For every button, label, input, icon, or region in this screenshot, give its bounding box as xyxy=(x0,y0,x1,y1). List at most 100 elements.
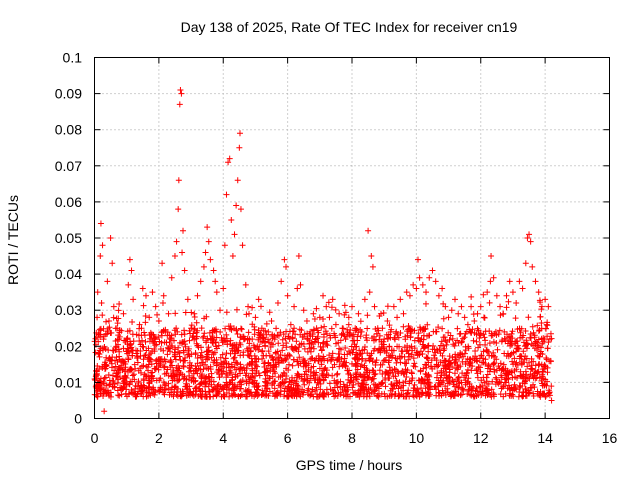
data-point xyxy=(173,238,180,245)
data-point xyxy=(422,392,429,399)
data-point xyxy=(273,390,280,397)
data-point xyxy=(335,350,342,357)
data-point xyxy=(205,238,212,245)
data-point xyxy=(366,357,373,364)
data-point xyxy=(408,377,415,384)
data-point xyxy=(362,357,369,364)
data-point xyxy=(232,359,239,366)
data-point xyxy=(502,390,509,397)
data-point xyxy=(355,310,362,317)
data-point xyxy=(199,393,206,400)
data-point xyxy=(237,361,244,368)
data-point xyxy=(122,390,129,397)
data-point xyxy=(480,291,487,298)
data-point xyxy=(97,327,104,334)
data-point xyxy=(512,315,519,322)
y-tick-label: 0.04 xyxy=(55,266,82,282)
data-point xyxy=(234,331,241,338)
data-point xyxy=(391,366,398,373)
data-point xyxy=(465,343,472,350)
data-point xyxy=(174,385,181,392)
data-point xyxy=(534,369,541,376)
data-point xyxy=(259,347,266,354)
data-point xyxy=(402,378,409,385)
data-point xyxy=(439,352,446,359)
data-point xyxy=(512,374,519,381)
data-point xyxy=(475,344,482,351)
data-point xyxy=(457,350,464,357)
data-point xyxy=(401,371,408,378)
data-point xyxy=(386,357,393,364)
data-point xyxy=(518,361,525,368)
data-point xyxy=(315,339,322,346)
data-point xyxy=(96,353,103,360)
data-point xyxy=(323,338,330,345)
data-point xyxy=(548,397,555,404)
data-point xyxy=(455,377,462,384)
data-point xyxy=(95,338,102,345)
data-point xyxy=(416,393,423,400)
data-point xyxy=(468,367,475,374)
data-point xyxy=(409,392,416,399)
data-point xyxy=(535,289,542,296)
data-point xyxy=(535,362,542,369)
data-point xyxy=(468,329,475,336)
data-point xyxy=(255,346,262,353)
data-point xyxy=(467,391,474,398)
data-point xyxy=(373,357,380,364)
data-point xyxy=(389,391,396,398)
data-point xyxy=(286,351,293,358)
data-point xyxy=(243,311,250,318)
data-point xyxy=(432,278,439,285)
data-point xyxy=(286,387,293,394)
data-point xyxy=(190,332,197,339)
data-point xyxy=(161,370,168,377)
data-point xyxy=(411,327,418,334)
data-point xyxy=(109,377,116,384)
data-point xyxy=(267,367,274,374)
data-point xyxy=(332,321,339,328)
data-point xyxy=(229,253,236,260)
data-point xyxy=(116,335,123,342)
data-point xyxy=(301,376,308,383)
data-point xyxy=(424,321,431,328)
data-point xyxy=(357,318,364,325)
data-point xyxy=(313,384,320,391)
data-point xyxy=(221,242,228,249)
data-point xyxy=(166,345,173,352)
data-point xyxy=(326,380,333,387)
data-point xyxy=(167,348,174,355)
data-point xyxy=(254,393,261,400)
data-point xyxy=(518,373,525,380)
data-point xyxy=(300,307,307,314)
y-tick-label: 0.05 xyxy=(55,230,82,246)
data-point xyxy=(448,307,455,314)
data-point xyxy=(537,392,544,399)
data-point xyxy=(127,366,134,373)
data-point xyxy=(497,360,504,367)
data-point xyxy=(124,345,131,352)
data-point xyxy=(150,339,157,346)
data-point xyxy=(244,362,251,369)
data-point xyxy=(283,355,290,362)
data-point xyxy=(325,299,332,306)
data-point xyxy=(129,389,136,396)
data-point xyxy=(536,361,543,368)
data-point xyxy=(210,359,217,366)
data-point xyxy=(529,323,536,330)
data-point xyxy=(255,296,262,303)
data-point xyxy=(251,352,258,359)
data-point xyxy=(110,314,117,321)
data-point xyxy=(109,260,116,267)
data-point xyxy=(102,361,109,368)
data-point xyxy=(161,356,168,363)
data-point xyxy=(369,375,376,382)
data-point xyxy=(263,391,270,398)
data-point xyxy=(520,339,527,346)
data-point xyxy=(346,393,353,400)
x-tick-label: 16 xyxy=(602,430,618,446)
data-point xyxy=(387,328,394,335)
data-point xyxy=(363,334,370,341)
data-point xyxy=(369,263,376,270)
data-point xyxy=(462,361,469,368)
